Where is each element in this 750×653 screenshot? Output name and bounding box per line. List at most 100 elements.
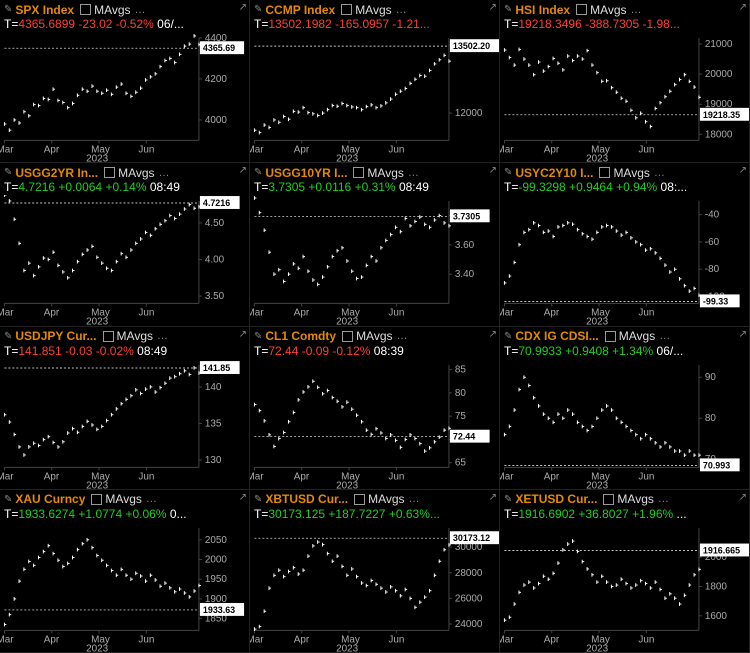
chart-panel[interactable]: ✎USGG2YR In...MAvgs…↗T=4.7216 +0.0064 +0… [0,163,250,326]
svg-text:1916.665: 1916.665 [703,545,740,555]
popup-icon[interactable]: ↗ [739,329,747,340]
chart-panel[interactable]: ✎XETUSD Cur...MAvgs…↗T=1916.6902 +36.802… [500,490,750,653]
mavgs-checkbox[interactable] [341,4,352,15]
mavgs-label: MAvgs [617,492,653,506]
stat-prefix: T= [504,507,518,521]
popup-icon[interactable]: ↗ [239,492,247,503]
stat-price: 30173.125 [268,507,325,521]
mavgs-label: MAvgs [368,492,404,506]
mavgs-checkbox[interactable] [103,331,114,342]
mavgs-checkbox[interactable] [576,4,587,15]
mavgs-checkbox[interactable] [80,4,91,15]
edit-icon[interactable]: ✎ [254,494,262,505]
edit-icon[interactable]: ✎ [504,331,512,342]
chart-panel[interactable]: ✎XBTUSD Cur...MAvgs…↗T=30173.125 +187.72… [250,490,500,653]
mavgs-checkbox[interactable] [354,494,365,505]
panel-header: ✎HSI IndexMAvgs… [500,0,749,17]
svg-text:4.50: 4.50 [205,218,225,229]
mavgs-label: MAvgs [355,3,391,17]
stat-prefix: T= [4,180,18,194]
chart-panel[interactable]: ✎CDX IG CDSI...MAvgs…↗T=70.9933 +0.9408 … [500,327,750,490]
ellipsis-icon[interactable]: … [396,4,407,16]
ellipsis-icon[interactable]: … [659,330,670,342]
chart-svg: -100-80-60-40MarAprMayJun2023 -99.33 [500,195,749,325]
stat-pct: -0.02% [96,344,134,358]
edit-icon[interactable]: ✎ [504,167,512,178]
edit-icon[interactable]: ✎ [4,4,12,15]
chart-panel[interactable]: ✎HSI IndexMAvgs…↗T=19218.3496 -388.7305 … [500,0,750,163]
svg-text:Jun: Jun [138,471,154,482]
ellipsis-icon[interactable]: … [409,493,420,505]
edit-icon[interactable]: ✎ [4,331,12,342]
panel-title: USYC2Y10 I... [515,166,593,180]
chart-panel[interactable]: ✎USDJPY Cur...MAvgs…↗T=141.851 -0.03 -0.… [0,327,250,490]
stat-prefix: T= [254,180,268,194]
svg-text:Mar: Mar [0,144,14,155]
edit-icon[interactable]: ✎ [254,331,262,342]
ellipsis-icon[interactable]: … [408,167,419,179]
svg-text:-99.33: -99.33 [703,297,728,307]
svg-text:Apr: Apr [294,634,310,645]
mavgs-checkbox[interactable] [605,331,616,342]
popup-icon[interactable]: ↗ [739,165,747,176]
ellipsis-icon[interactable]: … [658,493,669,505]
panel-stat-line: T=1916.6902 +36.8027 +1.96% ... [500,507,749,523]
ellipsis-icon[interactable]: … [146,493,157,505]
svg-text:70.993: 70.993 [703,460,730,470]
svg-text:Mar: Mar [500,144,514,155]
svg-text:13502.20: 13502.20 [453,41,490,51]
mavgs-checkbox[interactable] [342,331,353,342]
mavgs-checkbox[interactable] [599,167,610,178]
chart-panel[interactable]: ✎USYC2Y10 I...MAvgs…↗T=-99.3298 +0.9464 … [500,163,750,326]
svg-text:Apr: Apr [294,471,310,482]
svg-text:21000: 21000 [705,39,733,50]
chart-grid: ✎SPX IndexMAvgs…↗T=4365.6899 -23.02 -0.5… [0,0,750,653]
popup-icon[interactable]: ↗ [489,2,497,13]
popup-icon[interactable]: ↗ [489,492,497,503]
stat-pct: +0.06% [125,507,166,521]
chart-panel[interactable]: ✎CL1 ComdtyMAvgs…↗T=72.44 -0.09 -0.12% 0… [250,327,500,490]
popup-icon[interactable]: ↗ [489,329,497,340]
svg-text:-40: -40 [705,210,720,221]
popup-icon[interactable]: ↗ [739,2,747,13]
edit-icon[interactable]: ✎ [4,167,12,178]
mavgs-checkbox[interactable] [91,494,102,505]
ellipsis-icon[interactable]: … [631,4,642,16]
ellipsis-icon[interactable]: … [654,167,665,179]
chart-panel[interactable]: ✎XAU CurncyMAvgs…↗T=1933.6274 +1.0774 +0… [0,490,250,653]
mavgs-checkbox[interactable] [104,167,115,178]
svg-text:Jun: Jun [638,308,654,319]
panel-header: ✎CDX IG CDSI...MAvgs… [500,327,749,344]
svg-text:Mar: Mar [0,634,14,645]
chart-panel[interactable]: ✎CCMP IndexMAvgs…↗T=13502.1982 -165.0957… [250,0,500,163]
popup-icon[interactable]: ↗ [239,165,247,176]
svg-text:Apr: Apr [44,308,60,319]
popup-icon[interactable]: ↗ [739,492,747,503]
svg-text:3.7305: 3.7305 [453,212,480,222]
edit-icon[interactable]: ✎ [4,494,12,505]
edit-icon[interactable]: ✎ [504,494,512,505]
popup-icon[interactable]: ↗ [239,329,247,340]
mavgs-checkbox[interactable] [603,494,614,505]
svg-text:75: 75 [455,411,467,422]
ellipsis-icon[interactable]: … [159,167,170,179]
svg-text:1800: 1800 [705,581,728,592]
popup-icon[interactable]: ↗ [239,2,247,13]
edit-icon[interactable]: ✎ [504,4,512,15]
edit-icon[interactable]: ✎ [254,4,262,15]
panel-title: USGG10YR I... [265,166,347,180]
chart-panel[interactable]: ✎SPX IndexMAvgs…↗T=4365.6899 -23.02 -0.5… [0,0,250,163]
chart-area: 130135140MarAprMayJun2023 141.85 [0,359,249,489]
stat-pct: +1.96% [632,507,673,521]
chart-panel[interactable]: ✎USGG10YR I...MAvgs…↗T=3.7305 +0.0116 +0… [250,163,500,326]
edit-icon[interactable]: ✎ [254,167,262,178]
mavgs-checkbox[interactable] [353,167,364,178]
popup-icon[interactable]: ↗ [489,165,497,176]
ellipsis-icon[interactable]: … [157,330,168,342]
ellipsis-icon[interactable]: … [135,4,146,16]
stat-change: -388.7305 [585,17,639,31]
mavgs-label: MAvgs [117,329,153,343]
panel-header: ✎USYC2Y10 I...MAvgs… [500,163,749,180]
stat-change: -0.03 [65,344,92,358]
ellipsis-icon[interactable]: … [397,330,408,342]
